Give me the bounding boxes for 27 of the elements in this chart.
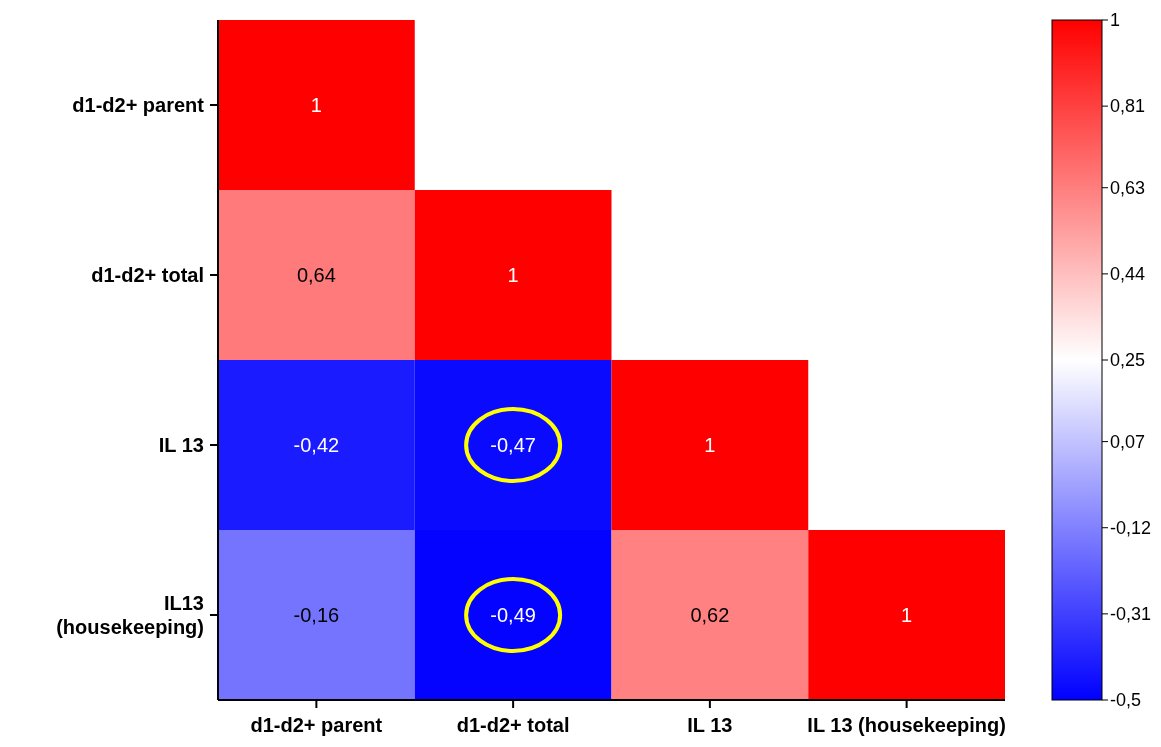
color-bar-label: 0,07 (1110, 431, 1146, 452)
color-bar-label: -0,5 (1110, 690, 1142, 710)
data-label: -0,47 (490, 434, 536, 456)
data-label: -0,42 (293, 434, 340, 456)
x-tick-label: IL 13 (687, 714, 733, 736)
y-tick-label: IL13 (housekeeping) (56, 592, 204, 638)
y-tick-label: d1-d2+ parent (72, 94, 205, 116)
data-label: 1 (704, 434, 716, 456)
color-bar-label: 0,63 (1110, 177, 1146, 198)
data-label: 1 (507, 264, 519, 286)
color-bar-label: -0,12 (1110, 517, 1152, 538)
data-label: 1 (310, 94, 322, 116)
data-label: 0,62 (690, 604, 730, 626)
data-label: -0,49 (490, 604, 536, 626)
color-bar-label: 0,44 (1110, 263, 1146, 284)
data-label: -0,16 (293, 604, 340, 626)
color-bar-label: 0,81 (1110, 96, 1146, 117)
color-bar-label: 0,25 (1110, 350, 1146, 370)
color-bar-label: -0,31 (1110, 603, 1152, 624)
x-tick-label: d1-d2+ parent (250, 714, 383, 736)
data-label: 1 (901, 604, 913, 626)
y-tick-label: IL 13 (158, 434, 204, 456)
y-tick-label: d1-d2+ total (91, 264, 204, 286)
data-label: 0,64 (296, 264, 336, 286)
x-tick-label: d1-d2+ total (456, 714, 570, 736)
color-bar-label: 1 (1110, 10, 1121, 30)
x-tick-label: IL 13 (housekeeping) (807, 714, 1006, 736)
